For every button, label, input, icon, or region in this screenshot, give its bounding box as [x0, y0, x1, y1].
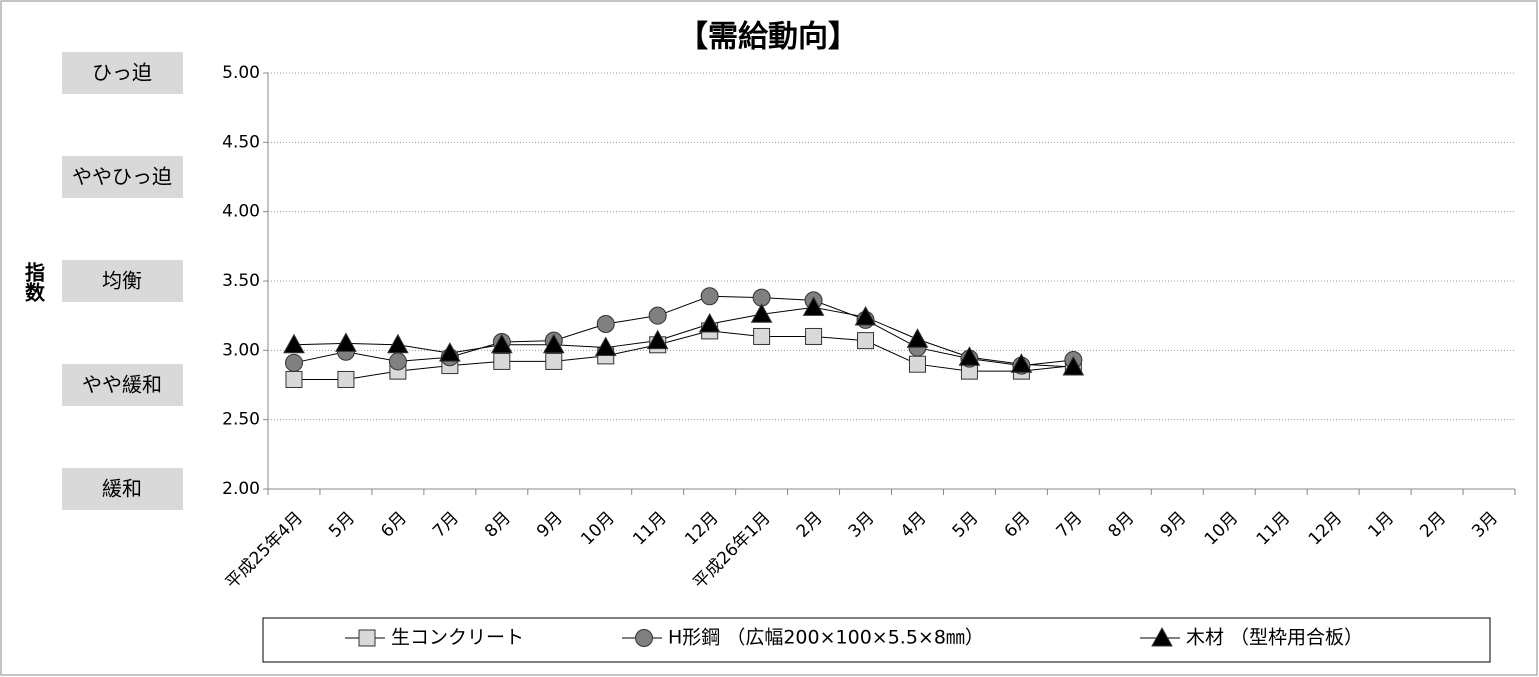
- data-point: [490, 333, 513, 354]
- y-tick-label: 2.50: [222, 410, 260, 430]
- band-label: やや緩和: [82, 373, 162, 397]
- legend-box: [262, 617, 1491, 663]
- data-point: [335, 332, 357, 352]
- band-label: ひっ迫: [92, 61, 152, 85]
- band-label-box: [62, 364, 183, 406]
- series-line: [293, 330, 1074, 380]
- band-label-box: [62, 260, 183, 302]
- data-point: [439, 342, 461, 362]
- data-point: [1010, 353, 1033, 373]
- y-tick-label: 5.00: [222, 63, 260, 83]
- data-point: [283, 333, 305, 354]
- y-axis-label: 指数: [22, 261, 46, 303]
- data-point: [285, 370, 303, 388]
- legend-label: 生コンクリート: [391, 627, 524, 649]
- y-tick-label: 4.50: [222, 132, 260, 152]
- data-point: [542, 333, 565, 354]
- data-point: [958, 346, 981, 366]
- data-point: [854, 306, 877, 326]
- chart-title: 【需給動向】: [678, 20, 858, 55]
- data-point: [337, 370, 355, 388]
- data-point: [857, 332, 875, 350]
- data-point: [387, 333, 409, 354]
- data-point: [493, 352, 511, 370]
- data-point: [596, 314, 615, 333]
- data-point: [545, 352, 563, 370]
- legend-label: 木材 （型枠用合板）: [1186, 627, 1363, 649]
- band-label-box: [62, 468, 183, 510]
- data-point: [646, 329, 669, 350]
- data-point: [805, 327, 823, 345]
- data-point: [698, 312, 721, 333]
- data-point: [648, 306, 667, 325]
- data-point: [906, 328, 929, 348]
- y-tick-label: 2.00: [222, 479, 260, 499]
- band-label: ややひっ迫: [72, 165, 172, 189]
- data-point: [750, 303, 773, 323]
- series-line: [293, 306, 1074, 368]
- band-label-box: [62, 156, 183, 198]
- legend-marker: [358, 629, 376, 647]
- data-point: [908, 355, 926, 373]
- legend-marker: [635, 629, 653, 647]
- data-point: [1062, 355, 1085, 376]
- data-point: [700, 287, 719, 306]
- band-label-box: [62, 52, 183, 94]
- legend-label: H形鋼 （広幅200×100×5.5×8㎜）: [668, 627, 984, 649]
- data-point: [802, 296, 825, 316]
- data-point: [594, 336, 617, 357]
- data-point: [753, 327, 771, 345]
- band-label: 均衡: [102, 269, 142, 293]
- band-label: 緩和: [102, 477, 142, 501]
- data-point: [388, 352, 407, 371]
- y-tick-label: 4.00: [222, 202, 260, 222]
- y-tick-label: 3.00: [222, 340, 260, 360]
- legend-marker: [1151, 626, 1173, 647]
- y-tick-label: 3.50: [222, 271, 260, 291]
- data-point: [284, 353, 303, 372]
- series-line: [293, 295, 1074, 367]
